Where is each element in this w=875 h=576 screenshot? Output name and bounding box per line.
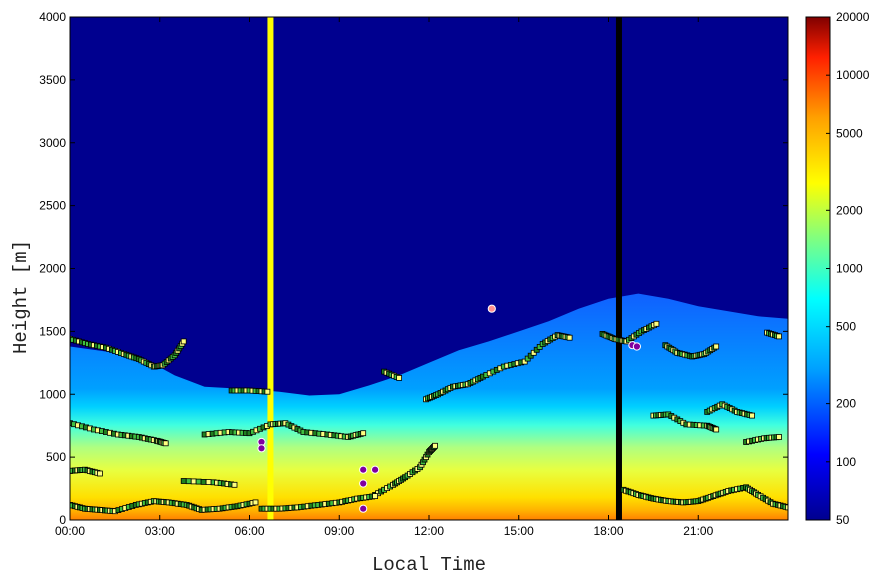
layer-point	[180, 478, 187, 484]
layer-point	[432, 442, 438, 449]
layer-point	[713, 343, 720, 350]
colorbar: 50 100 200 500 1000 2000 5000 10000 20000	[805, 10, 870, 527]
layer-point	[713, 426, 720, 433]
layer-point	[749, 412, 755, 419]
layer-point	[776, 434, 782, 440]
plot-area	[70, 17, 788, 520]
x-axis: 00:00 03:00 06:00 09:00 12:00 15:00 18:00 21:00	[55, 17, 714, 538]
colorbar-tick-label: 10000	[836, 68, 870, 82]
layer-point	[776, 333, 782, 340]
y-tick-label: 0	[59, 513, 66, 527]
layer-point	[195, 478, 202, 485]
layer-point	[162, 440, 169, 447]
colorbar-tick-label: 500	[836, 320, 856, 334]
layer-point	[264, 388, 271, 395]
circle-marker	[359, 465, 368, 474]
colorbar-tick-label: 20000	[836, 10, 870, 24]
y-tick-label: 1500	[39, 324, 66, 338]
x-tick-label: 03:00	[145, 524, 175, 538]
layer-point	[360, 430, 367, 437]
circle-markers	[257, 304, 642, 513]
layer-series-11	[704, 401, 755, 419]
colorbar-ticks: 50 100 200 500 1000 2000 5000 10000 20000	[826, 10, 870, 527]
vertical-marker-2	[615, 17, 622, 520]
layer-series-16	[70, 498, 259, 515]
layer-series-17	[258, 493, 379, 512]
vertical-markers	[267, 17, 622, 520]
colorbar-tick-label: 5000	[836, 126, 863, 140]
layer-series-3	[381, 368, 403, 381]
layer-point	[521, 358, 528, 365]
x-tick-label: 00:00	[55, 524, 85, 538]
layer-point	[200, 478, 207, 485]
circle-marker	[359, 479, 368, 488]
layer-point	[653, 320, 660, 327]
circle-marker	[371, 465, 380, 474]
y-tick-label: 4000	[39, 10, 66, 24]
y-tick-label: 500	[46, 450, 66, 464]
layer-point	[185, 478, 192, 485]
colorbar-tick-label: 2000	[836, 203, 863, 217]
layer-series-7	[764, 329, 782, 340]
vertical-marker-1	[267, 17, 274, 520]
x-tick-label: 12:00	[414, 524, 444, 538]
circle-marker	[257, 444, 266, 453]
y-tick-label: 2500	[39, 199, 66, 213]
layer-point	[785, 504, 788, 511]
layer-series-5	[599, 320, 660, 345]
x-axis-label: Local Time	[372, 554, 486, 576]
layer-series-10	[650, 411, 720, 433]
layer-series-14	[180, 478, 238, 488]
layer-point	[527, 352, 534, 359]
y-axis: 0 500 1000 1500 2000 2500 3000 3500 4000	[39, 10, 788, 527]
layer-point	[396, 374, 403, 381]
colorbar-tick-label: 1000	[836, 262, 863, 276]
layer-point	[566, 334, 573, 341]
x-tick-label: 15:00	[504, 524, 534, 538]
colorbar-tick-label: 200	[836, 397, 856, 411]
x-tick-label: 18:00	[593, 524, 623, 538]
layer-series-18	[620, 484, 788, 511]
x-tick-label: 21:00	[683, 524, 713, 538]
layer-series-1	[70, 335, 187, 370]
layer-series	[70, 320, 788, 515]
layer-point	[530, 349, 537, 356]
layer-point	[372, 493, 379, 500]
layer-series-9	[201, 420, 367, 440]
layer-point	[97, 470, 103, 477]
y-tick-label: 3000	[39, 136, 66, 150]
layer-point	[180, 338, 187, 345]
circle-marker	[359, 504, 368, 513]
boundary-layer-fill	[70, 293, 788, 520]
layer-point	[231, 481, 238, 488]
layer-series-8	[70, 420, 169, 447]
layer-series-12	[743, 434, 782, 445]
colorbar-tick-label: 50	[836, 513, 850, 527]
layer-series-6	[662, 342, 720, 360]
layer-point	[252, 499, 259, 506]
layer-point	[205, 479, 212, 486]
y-tick-label: 2000	[39, 262, 66, 276]
y-axis-label: Height [m]	[10, 240, 32, 354]
colorbar-tick-label: 100	[836, 455, 856, 469]
layer-point	[190, 478, 197, 485]
circle-marker	[487, 304, 496, 313]
y-tick-label: 3500	[39, 73, 66, 87]
x-tick-label: 06:00	[234, 524, 264, 538]
layer-series-2	[228, 387, 271, 395]
layer-series-4	[423, 332, 573, 403]
x-tick-label: 09:00	[324, 524, 354, 538]
y-tick-label: 1000	[39, 387, 66, 401]
layer-series-13	[70, 466, 103, 477]
circle-marker	[632, 342, 642, 351]
